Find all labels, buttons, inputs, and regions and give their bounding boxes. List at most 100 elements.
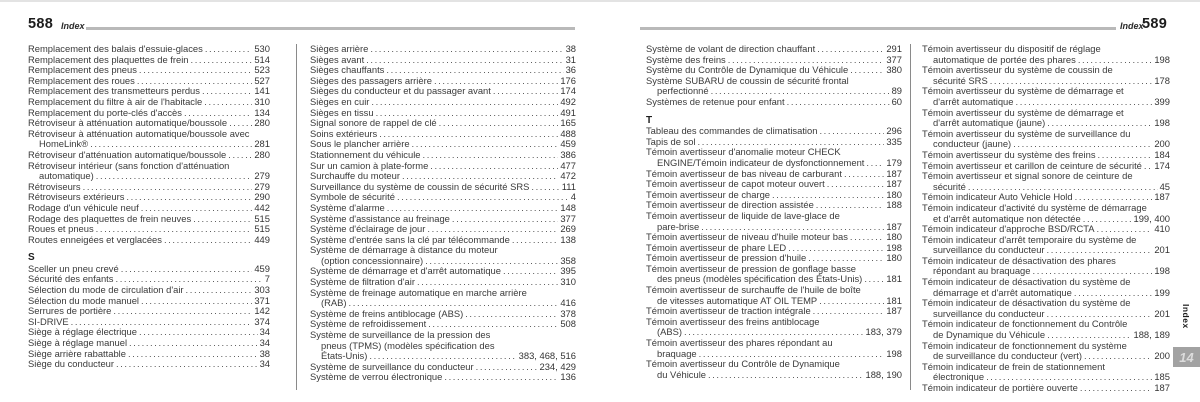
dot-leader [827, 179, 885, 190]
index-entry: Témoin avertisseur de bas niveau de carb… [646, 168, 902, 180]
entry-text: Témoin avertisseur du système des freins [922, 148, 1096, 160]
entry-text: pneus (TPMS) (modèles spécification des [321, 339, 495, 351]
index-entry: Rétroviseurs 279 [28, 181, 270, 193]
entry-text: Système d'entrée sans la clé par télécom… [310, 233, 510, 245]
side-index-label: Index [1181, 304, 1191, 329]
index-entry: Témoin avertisseur du dispositif de régl… [922, 43, 1170, 65]
entry-text: HomeLink® [39, 138, 89, 150]
page-number-ref: 280 [254, 148, 270, 160]
entry-text: Siège du conducteur [28, 358, 115, 370]
dot-leader [493, 86, 558, 97]
entry-text: Sceller un pneu crevé [28, 262, 119, 274]
entry-text: Système de freinage automatique en march… [310, 286, 527, 298]
index-entry: Sécurité des enfants 7 [28, 274, 270, 285]
entry-text: Système de surveillance du conducteur [310, 360, 474, 372]
page-number-ref: 7 [264, 273, 270, 285]
dot-leader [412, 139, 559, 150]
entry-text: Témoin avertisseur de traction intégrale [646, 305, 811, 317]
page-number-ref: 201 [1154, 307, 1170, 319]
index-entry: Rétroviseur à atténuation automatique/bo… [28, 128, 270, 150]
left-page-number: 588 [28, 16, 54, 32]
entry-text: Rétroviseur intérieur (sans fonction d'a… [28, 159, 230, 171]
dot-leader [503, 266, 558, 277]
index-entry: Remplacement du filtre à air de l'habita… [28, 95, 270, 108]
page-number-ref: 492 [560, 95, 576, 107]
entry-text: Tapis de sol [646, 135, 696, 147]
dot-leader [228, 150, 252, 161]
entry-text: de vitesses automatique AT OIL TEMP [657, 294, 818, 306]
page-number-ref: 45 [1159, 180, 1170, 192]
entry-text: Rodage d'un véhicule neuf [28, 201, 139, 213]
dot-leader [202, 86, 252, 97]
entry-text: Témoin indicateur d'approche BSD/RCTA [922, 223, 1095, 235]
index-entry: Système de surveillance du conducteur 234… [310, 360, 576, 373]
entry-text: du Véhicule [657, 368, 706, 380]
entry-text: Sur un camion à plate-forme [310, 159, 429, 171]
entry-text: Témoin avertisseur du dispositif de régl… [922, 43, 1101, 54]
page-number-ref: 386 [560, 148, 576, 160]
page-number-ref: 198 [886, 241, 902, 253]
page-number-ref: 477 [560, 159, 576, 171]
dot-leader [439, 118, 559, 129]
entry-text: Sièges en cuir [310, 95, 370, 107]
entry-text: conducteur (jaune) [933, 138, 1012, 150]
right-page-column-divider [910, 44, 911, 390]
entry-text: Sièges en tissu [310, 106, 374, 118]
entry-text: Sièges du conducteur et du passager avan… [310, 85, 491, 97]
entry-text: Sièges avant [310, 53, 365, 65]
entry-text: surveillance du conducteur [933, 244, 1045, 256]
page-number-ref: 38 [565, 43, 576, 54]
entry-text: Témoin avertisseur et signal sonore de c… [922, 170, 1133, 182]
left-page-column-divider [296, 44, 297, 390]
entry-text: Rétroviseurs extérieurs [28, 191, 125, 203]
index-entry: Témoin avertisseur de phare LED 198 [646, 241, 902, 254]
page-number-ref: 38 [259, 347, 270, 359]
page-number-ref: 515 [254, 223, 270, 235]
dot-leader [371, 97, 558, 108]
dot-leader [128, 349, 258, 360]
entry-text: Témoin avertisseur du système de démarra… [922, 106, 1124, 118]
entry-text: Témoin avertisseur du système de démarra… [922, 85, 1124, 97]
page-number-ref: 199, 400 [1133, 212, 1171, 224]
entry-text: Remplacement des balais d'essuie-glaces [28, 43, 203, 54]
entry-text: SI-DRIVE [28, 315, 69, 327]
page-number-ref: 199 [1154, 286, 1170, 298]
dot-leader [430, 161, 558, 172]
index-entry: Témoin indicateur de frein de stationnem… [922, 361, 1170, 383]
entry-text: d'arrêt automatique [933, 95, 1014, 107]
entry-text: Symbole de sécurité [310, 191, 395, 203]
page-number-ref: 179 [886, 156, 902, 168]
entry-text: Routes enneigées et verglacées [28, 233, 162, 245]
index-entry: Symbole de sécurité 4 [310, 192, 576, 203]
entry-text: Sièges chauffants [310, 64, 385, 76]
page-number-ref: 491 [560, 106, 576, 118]
index-column-2: Sièges arrière38Sièges avant31Sièges cha… [310, 43, 576, 383]
index-entry: Surchauffe du moteur 472 [310, 171, 576, 182]
entry-text: Témoin indicateur de fonctionnement du s… [922, 339, 1127, 351]
entry-text: Témoin avertisseur et carillon de ceintu… [922, 159, 1142, 171]
right-page-number: 589 [1142, 16, 1168, 32]
page-number-ref: 377 [560, 212, 576, 224]
entry-text: Remplacement du filtre à air de l'habita… [28, 95, 203, 107]
entry-text: Stationnement du véhicule [310, 148, 421, 160]
index-entry: Sièges des passagers arrière 176 [310, 74, 576, 87]
entry-text: Témoin avertisseur du système de surveil… [922, 127, 1131, 139]
index-entry: Système de surveillance de la pression d… [310, 329, 576, 362]
entry-text: Sécurité des enfants [28, 273, 114, 285]
dot-leader [193, 214, 252, 225]
index-column-3: Système de volant de direction chauffant… [646, 43, 903, 380]
entry-text: Système de démarrage à distance du moteu… [310, 244, 498, 256]
index-entry: Système d'alarme 148 [310, 202, 576, 214]
index-entry: Système de verrou électronique 136 [310, 372, 576, 383]
page-number-ref: 183, 379 [865, 326, 903, 338]
dot-leader [121, 264, 253, 275]
entry-text: d'arrêt automatique (jaune) [933, 117, 1046, 129]
index-entry: Remplacement du porte-clés d'accès 134 [28, 107, 270, 119]
dot-leader [205, 44, 253, 55]
page-number-ref: 174 [560, 85, 576, 97]
page-number-ref: 141 [254, 85, 270, 97]
page-number-ref: 176 [560, 74, 576, 86]
index-column-1: Remplacement des balais d'essuie-glaces 5… [28, 43, 270, 370]
entry-text: répondant au braquage [933, 265, 1031, 277]
index-entry: Témoin avertisseur du système de démarra… [922, 106, 1170, 129]
